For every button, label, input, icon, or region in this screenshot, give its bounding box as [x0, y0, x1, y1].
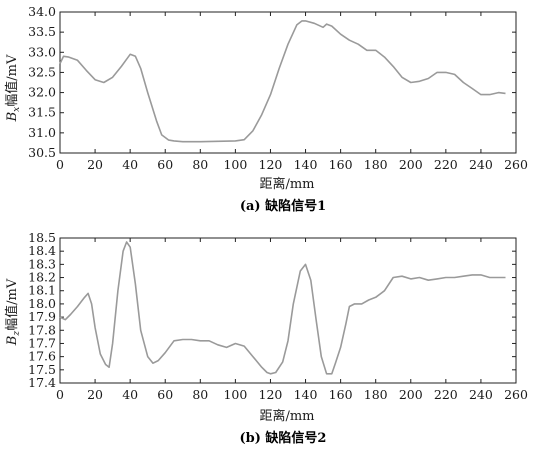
x-tick-label: 20 — [87, 157, 103, 172]
y-tick-label: 18.2 — [28, 270, 56, 285]
x-tick-label: 200 — [399, 387, 423, 402]
x-tick-label: 220 — [434, 157, 458, 172]
x-tick-label: 80 — [192, 157, 208, 172]
chart-defect-signal-1: 0 20 40 60 80 100 120 140 160 180 200 220 240 260 30.5… — [4, 4, 528, 214]
y-axis-label: Bx幅值/mV — [4, 54, 22, 122]
x-tick-label: 120 — [259, 157, 283, 172]
x-tick-label: 60 — [157, 387, 173, 402]
series-line — [59, 241, 506, 375]
x-axis-label: 距离/mm — [259, 408, 314, 424]
y-tick-label: 18.1 — [28, 283, 56, 298]
y-tick-label: 18.4 — [28, 243, 56, 258]
x-tick-label: 0 — [56, 387, 64, 402]
y-tick-label: 31.5 — [28, 105, 56, 120]
plot-frame — [59, 237, 517, 384]
y-tick-label: 17.5 — [28, 362, 56, 377]
y-tick-label: 30.5 — [28, 145, 56, 160]
y-tick-label: 32.5 — [28, 64, 56, 79]
x-tick-label: 180 — [364, 157, 388, 172]
y-tick-label: 17.8 — [28, 322, 56, 337]
y-tick-label: 17.9 — [28, 309, 56, 324]
y-tick-label: 17.7 — [28, 335, 56, 350]
x-tick-label: 260 — [504, 387, 528, 402]
y-tick-label: 18.5 — [28, 230, 56, 245]
y-tick-label: 32.0 — [28, 85, 56, 100]
x-tick-label: 160 — [329, 157, 353, 172]
y-tick-label: 31.0 — [28, 125, 56, 140]
x-tick-label: 220 — [434, 387, 458, 402]
x-tick-label: 60 — [157, 157, 173, 172]
y-tick-label: 33.5 — [28, 24, 56, 39]
y-tick-label: 18.3 — [28, 256, 56, 271]
x-tick-label: 240 — [469, 157, 493, 172]
x-tick-label: 80 — [192, 387, 208, 402]
chart-caption: (b) 缺陷信号2 — [240, 430, 327, 446]
x-tick-label: 120 — [259, 387, 283, 402]
series-line — [59, 20, 506, 143]
x-tick-label: 180 — [364, 387, 388, 402]
x-tick-label: 40 — [122, 157, 138, 172]
chart-caption: (a) 缺陷信号1 — [240, 198, 326, 214]
y-tick-label: 33.0 — [28, 44, 56, 59]
chart-defect-signal-2: 0 20 40 60 80 100 120 140 160 180 200 220 240 260 17.4… — [4, 230, 528, 446]
y-tick-label: 17.4 — [28, 375, 56, 390]
x-tick-label: 260 — [504, 157, 528, 172]
plot-frame — [59, 11, 517, 154]
y-tick-label: 34.0 — [28, 4, 56, 19]
x-tick-label: 200 — [399, 157, 423, 172]
x-tick-label: 140 — [294, 157, 318, 172]
x-tick-label: 240 — [469, 387, 493, 402]
x-tick-label: 160 — [329, 387, 353, 402]
y-tick-label: 18.0 — [28, 296, 56, 311]
x-tick-label: 100 — [223, 387, 247, 402]
x-tick-label: 20 — [87, 387, 103, 402]
x-tick-label: 140 — [294, 387, 318, 402]
x-tick-label: 0 — [56, 157, 64, 172]
x-tick-label: 100 — [223, 157, 247, 172]
x-axis-label: 距离/mm — [259, 176, 314, 192]
y-axis-label: Bz幅值/mV — [4, 278, 22, 346]
x-tick-label: 40 — [122, 387, 138, 402]
y-tick-label: 17.6 — [28, 349, 56, 364]
